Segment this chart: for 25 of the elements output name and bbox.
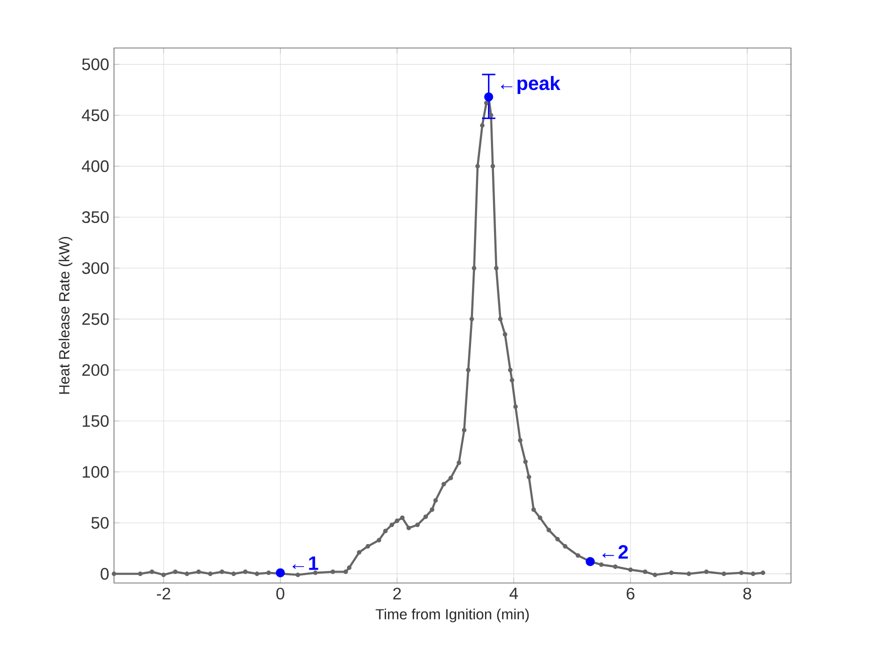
- x-tick-label: -2: [156, 588, 170, 600]
- y-tick-label: 50: [91, 516, 109, 529]
- x-tick-label: 2: [393, 588, 401, 600]
- y-tick-label: 450: [82, 109, 109, 122]
- annotation: ←1: [292, 556, 318, 570]
- x-tick-label: 0: [276, 588, 284, 600]
- point: [586, 557, 595, 566]
- y-tick-label: 500: [82, 58, 109, 70]
- x-axis-title: Time from Ignition (min): [376, 608, 529, 622]
- y-tick-label: 200: [82, 364, 109, 376]
- y-tick-label: 0: [100, 568, 109, 580]
- point: [276, 568, 285, 578]
- y-tick-label: 400: [82, 160, 109, 172]
- y-tick-label: 100: [82, 466, 109, 478]
- annotation: ←peak: [500, 76, 560, 94]
- x-tick-label: 8: [743, 588, 752, 600]
- y-tick-label: 250: [82, 313, 109, 325]
- point: [484, 92, 494, 102]
- y-tick-label: 150: [82, 415, 109, 427]
- y-axis-title: Heat Release Rate (kW): [58, 236, 72, 394]
- y-tick-label: 350: [82, 211, 109, 224]
- x-tick-label: 4: [510, 588, 518, 600]
- x-tick-label: 6: [626, 588, 634, 600]
- annotation: ←2: [602, 545, 628, 559]
- y-tick-label: 300: [82, 262, 109, 274]
